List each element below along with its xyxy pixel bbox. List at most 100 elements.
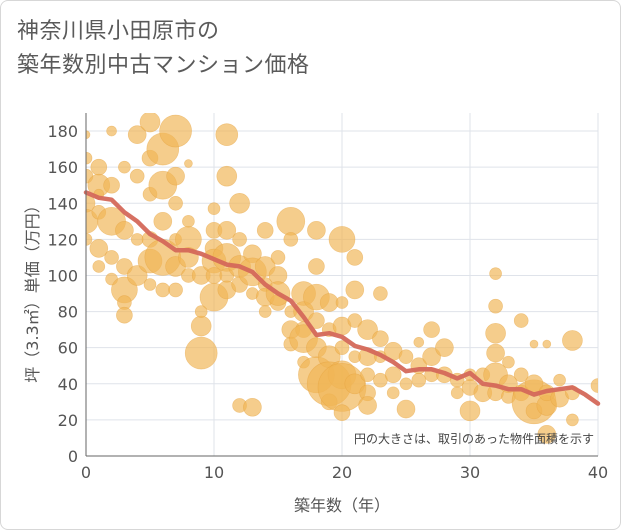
data-bubble [346, 249, 364, 266]
data-bubble [129, 168, 145, 184]
y-tick-label: 180 [47, 122, 78, 141]
data-bubble [396, 399, 416, 419]
bubble-size-note: 円の大きさは、取引のあった物件面積を示す [354, 431, 594, 446]
bubble-layer [86, 113, 598, 444]
chart-title: 神奈川県小田原市の 築年数別中古マンション価格 [17, 15, 310, 83]
data-bubble [435, 338, 454, 357]
y-axis-label: 坪（3.3㎡）単価（万円） [23, 197, 42, 382]
data-bubble [103, 176, 120, 194]
y-tick-label: 0 [68, 447, 78, 466]
data-bubble [166, 166, 185, 186]
data-bubble [562, 330, 583, 351]
data-bubble [344, 373, 366, 395]
data-bubble [358, 396, 377, 415]
data-bubble [243, 397, 262, 417]
data-bubble [216, 165, 238, 187]
data-bubble [270, 250, 286, 265]
data-bubble [590, 378, 598, 393]
data-bubble [217, 221, 237, 240]
data-bubble [486, 343, 505, 363]
data-bubble [345, 280, 365, 300]
data-bubble [283, 232, 299, 247]
data-bubble [386, 386, 400, 400]
y-tick-label: 20 [58, 411, 78, 430]
data-bubble [139, 113, 161, 133]
y-tick-label: 40 [58, 375, 78, 394]
data-bubble [360, 367, 375, 383]
data-bubble [347, 313, 363, 328]
y-tick-label: 160 [47, 158, 78, 177]
x-tick-label: 40 [588, 463, 608, 482]
data-bubble [335, 296, 349, 309]
data-bubble [319, 293, 339, 312]
data-bubble [411, 372, 427, 388]
data-bubble [143, 278, 157, 291]
data-bubble [153, 212, 173, 231]
x-tick-label: 10 [204, 463, 224, 482]
data-bubble [215, 123, 239, 146]
data-bubble [357, 319, 378, 340]
data-bubble [384, 366, 402, 384]
data-bubble [423, 321, 440, 338]
y-tick-label: 100 [47, 266, 78, 285]
data-bubble [184, 159, 193, 168]
data-bubble [115, 221, 134, 240]
y-tick-label: 140 [47, 194, 78, 213]
x-tick-label: 0 [81, 463, 91, 482]
data-bubble [307, 221, 326, 240]
data-bubble [118, 160, 131, 174]
data-bubble [258, 305, 272, 318]
data-bubble [232, 232, 247, 247]
data-bubble [229, 192, 250, 214]
data-bubble [513, 313, 529, 328]
data-bubble [184, 336, 218, 370]
y-tick-label: 120 [47, 230, 78, 249]
x-tick-label: 20 [332, 463, 352, 482]
data-bubble [86, 193, 96, 213]
data-bubble [155, 282, 171, 298]
data-bubble [542, 339, 552, 349]
data-bubble [92, 260, 106, 273]
trend-layer [83, 190, 601, 406]
data-bubble [398, 349, 414, 365]
data-bubble [104, 250, 119, 265]
data-bubble [86, 233, 93, 246]
data-bubble [328, 226, 356, 253]
chart-title-line-1: 神奈川県小田原市の [17, 19, 220, 44]
data-bubble [413, 336, 425, 348]
data-bubble [86, 151, 93, 165]
data-bubble [159, 114, 192, 148]
data-bubble [553, 373, 566, 387]
data-bubble [127, 125, 147, 144]
data-bubble [168, 282, 183, 298]
data-bubble [513, 367, 529, 383]
data-bubble [86, 130, 91, 139]
data-bubble [89, 239, 109, 258]
data-bubble [168, 195, 183, 211]
data-bubble [190, 315, 212, 337]
data-bubble [90, 158, 108, 176]
chart-title-line-2: 築年数別中古マンション価格 [17, 53, 310, 78]
data-bubble [502, 355, 515, 369]
data-bubble [182, 215, 195, 228]
data-bubble [566, 413, 579, 427]
data-bubble [399, 377, 413, 391]
x-tick-label: 30 [460, 463, 480, 482]
data-bubble [308, 258, 325, 275]
data-bubble [529, 339, 539, 349]
data-bubble [485, 322, 506, 344]
data-bubble [489, 267, 502, 280]
data-bubble [130, 233, 144, 246]
data-bubble [276, 207, 306, 236]
data-bubble [422, 347, 441, 367]
data-bubble [373, 286, 388, 301]
x-axis-label: 築年数（年） [294, 496, 390, 515]
data-bubble [207, 202, 221, 215]
data-bubble [334, 340, 350, 355]
data-bubble [194, 305, 208, 318]
data-bubble [256, 222, 274, 239]
data-bubble [106, 125, 117, 137]
axes: 0 20 40 60 80 100 120 140 160 180 0 10 20 30 40 [47, 113, 608, 482]
data-bubble [116, 306, 133, 324]
